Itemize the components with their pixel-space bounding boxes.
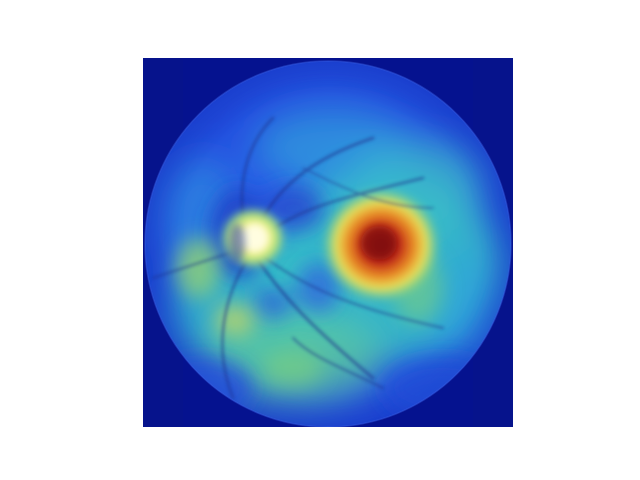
fundus-heatmap-image (143, 58, 513, 427)
heatmap-svg (143, 58, 513, 427)
fundus-circle (145, 61, 511, 427)
macula-hotspot (321, 187, 441, 303)
blood-vessels (152, 116, 444, 400)
optic-disc (219, 206, 287, 270)
